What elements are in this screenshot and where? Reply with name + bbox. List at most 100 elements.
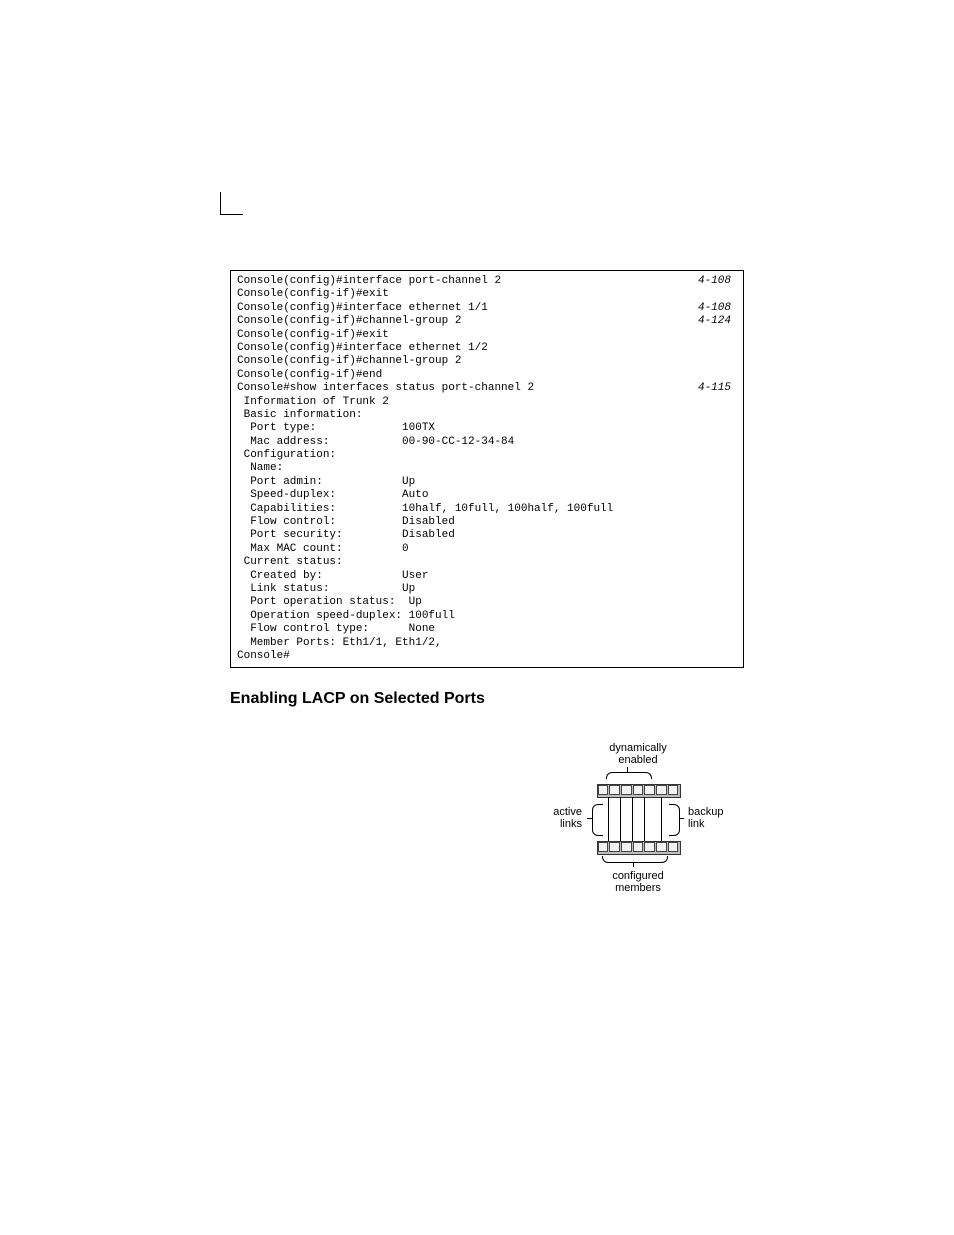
console-line: Operation speed-duplex: 100full	[237, 610, 737, 623]
port	[644, 842, 655, 852]
crop-mark	[220, 192, 243, 215]
port	[668, 842, 679, 852]
brace-configured	[602, 856, 668, 863]
console-line: Port admin: Up	[237, 476, 737, 489]
console-line: Console(config-if)#exit	[237, 288, 737, 301]
console-line-text: Console(config)#interface port-channel 2	[237, 275, 501, 287]
console-line: Max MAC count: 0	[237, 543, 737, 556]
console-line-text: Console#	[237, 650, 290, 662]
console-line: Current status:	[237, 556, 737, 569]
diagram-label-right-line1: backup	[688, 806, 723, 818]
console-line-text: Information of Trunk 2	[237, 396, 389, 408]
console-line: Console(config-if)#channel-group 2	[237, 355, 737, 368]
port	[656, 842, 667, 852]
console-line-text: Console(config)#interface ethernet 1/1	[237, 302, 488, 314]
page-reference: 4-115	[698, 382, 731, 395]
console-line-text: Port operation status: Up	[237, 596, 422, 608]
console-line-text: Name:	[237, 462, 283, 474]
console-line: Console#	[237, 650, 737, 663]
lacp-diagram: dynamically enabled activ	[548, 750, 728, 930]
console-line-text: Console(config-if)#channel-group 2	[237, 315, 461, 327]
console-line: Console(config-if)#exit	[237, 329, 737, 342]
diagram-label-bottom-line1: configured	[612, 870, 663, 882]
diagram-label-top: dynamically enabled	[548, 742, 728, 766]
port	[598, 785, 609, 795]
diagram-label-right-line2: link	[688, 818, 705, 830]
page-reference: 4-124	[698, 315, 731, 328]
console-line: Member Ports: Eth1/1, Eth1/2,	[237, 637, 737, 650]
console-line: Console(config-if)#channel-group 2 4-124	[237, 315, 737, 328]
diagram-label-right: backup link	[688, 806, 748, 830]
console-line: Name:	[237, 462, 737, 475]
port	[668, 785, 679, 795]
diagram-label-top-line1: dynamically	[609, 742, 666, 754]
page-reference: 4-108	[698, 275, 731, 288]
console-line: Speed-duplex: Auto	[237, 489, 737, 502]
page: Console(config)#interface port-channel 2…	[0, 0, 954, 1235]
brace-backup-nub	[679, 818, 684, 819]
console-line: Console(config)#interface ethernet 1/1 4-…	[237, 302, 737, 315]
port	[621, 842, 632, 852]
console-line: Flow control type: None	[237, 623, 737, 636]
diagram-label-bottom: configured members	[548, 870, 728, 894]
port	[633, 785, 644, 795]
console-line-text: Console(config-if)#exit	[237, 329, 389, 341]
console-output-box: Console(config)#interface port-channel 2…	[230, 270, 744, 668]
console-line: Port security: Disabled	[237, 529, 737, 542]
console-line-text: Port security: Disabled	[237, 529, 455, 541]
diagram-label-top-line2: enabled	[618, 754, 657, 766]
console-line-text: Console(config-if)#channel-group 2	[237, 355, 461, 367]
console-line-text: Mac address: 00-90-CC-12-34-84	[237, 436, 514, 448]
console-line-text: Configuration:	[237, 449, 336, 461]
port	[609, 785, 620, 795]
console-line-text: Flow control: Disabled	[237, 516, 455, 528]
console-line: Console(config)#interface port-channel 2…	[237, 275, 737, 288]
console-line-text: Console(config-if)#end	[237, 369, 382, 381]
diagram-label-left-line2: links	[560, 818, 582, 830]
console-line: Port operation status: Up	[237, 596, 737, 609]
port	[644, 785, 655, 795]
console-line-text: Flow control type: None	[237, 623, 435, 635]
page-reference: 4-108	[698, 302, 731, 315]
brace-dynamic	[606, 772, 652, 779]
diagram-label-left-line1: active	[553, 806, 582, 818]
switch-top-ports	[597, 784, 679, 796]
console-line-text: Member Ports: Eth1/1, Eth1/2,	[237, 637, 442, 649]
brace-dynamic-nub	[627, 767, 628, 772]
console-line: Console#show interfaces status port-chan…	[237, 382, 737, 395]
console-line-text: Created by: User	[237, 570, 428, 582]
port	[598, 842, 609, 852]
console-line: Link status: Up	[237, 583, 737, 596]
console-line: Created by: User	[237, 570, 737, 583]
console-line-text: Speed-duplex: Auto	[237, 489, 428, 501]
console-line-text: Console(config-if)#exit	[237, 288, 389, 300]
console-line: Console(config-if)#end	[237, 369, 737, 382]
diagram-label-left: active links	[522, 806, 582, 830]
console-line-text: Current status:	[237, 556, 343, 568]
console-line-text: Console(config)#interface ethernet 1/2	[237, 342, 488, 354]
console-line: Information of Trunk 2	[237, 396, 737, 409]
console-line: Capabilities: 10half, 10full, 100half, 1…	[237, 503, 737, 516]
console-line-text: Console#show interfaces status port-chan…	[237, 382, 534, 394]
console-line-text: Capabilities: 10half, 10full, 100half, 1…	[237, 503, 613, 515]
console-line: Configuration:	[237, 449, 737, 462]
brace-active-nub	[587, 818, 592, 819]
brace-active	[592, 804, 603, 836]
console-line-text: Link status: Up	[237, 583, 415, 595]
console-line: Basic information:	[237, 409, 737, 422]
console-line-text: Max MAC count: 0	[237, 543, 409, 555]
section-heading: Enabling LACP on Selected Ports	[230, 690, 485, 708]
switch-bottom-ports	[597, 841, 679, 853]
brace-backup	[669, 804, 680, 836]
console-line: Port type: 100TX	[237, 422, 737, 435]
console-line: Flow control: Disabled	[237, 516, 737, 529]
console-line-text: Port admin: Up	[237, 476, 415, 488]
brace-configured-nub	[633, 862, 634, 867]
diagram-label-bottom-line2: members	[615, 882, 661, 894]
port	[633, 842, 644, 852]
console-line: Mac address: 00-90-CC-12-34-84	[237, 436, 737, 449]
console-line: Console(config)#interface ethernet 1/2	[237, 342, 737, 355]
port	[609, 842, 620, 852]
port	[621, 785, 632, 795]
console-line-text: Operation speed-duplex: 100full	[237, 610, 455, 622]
